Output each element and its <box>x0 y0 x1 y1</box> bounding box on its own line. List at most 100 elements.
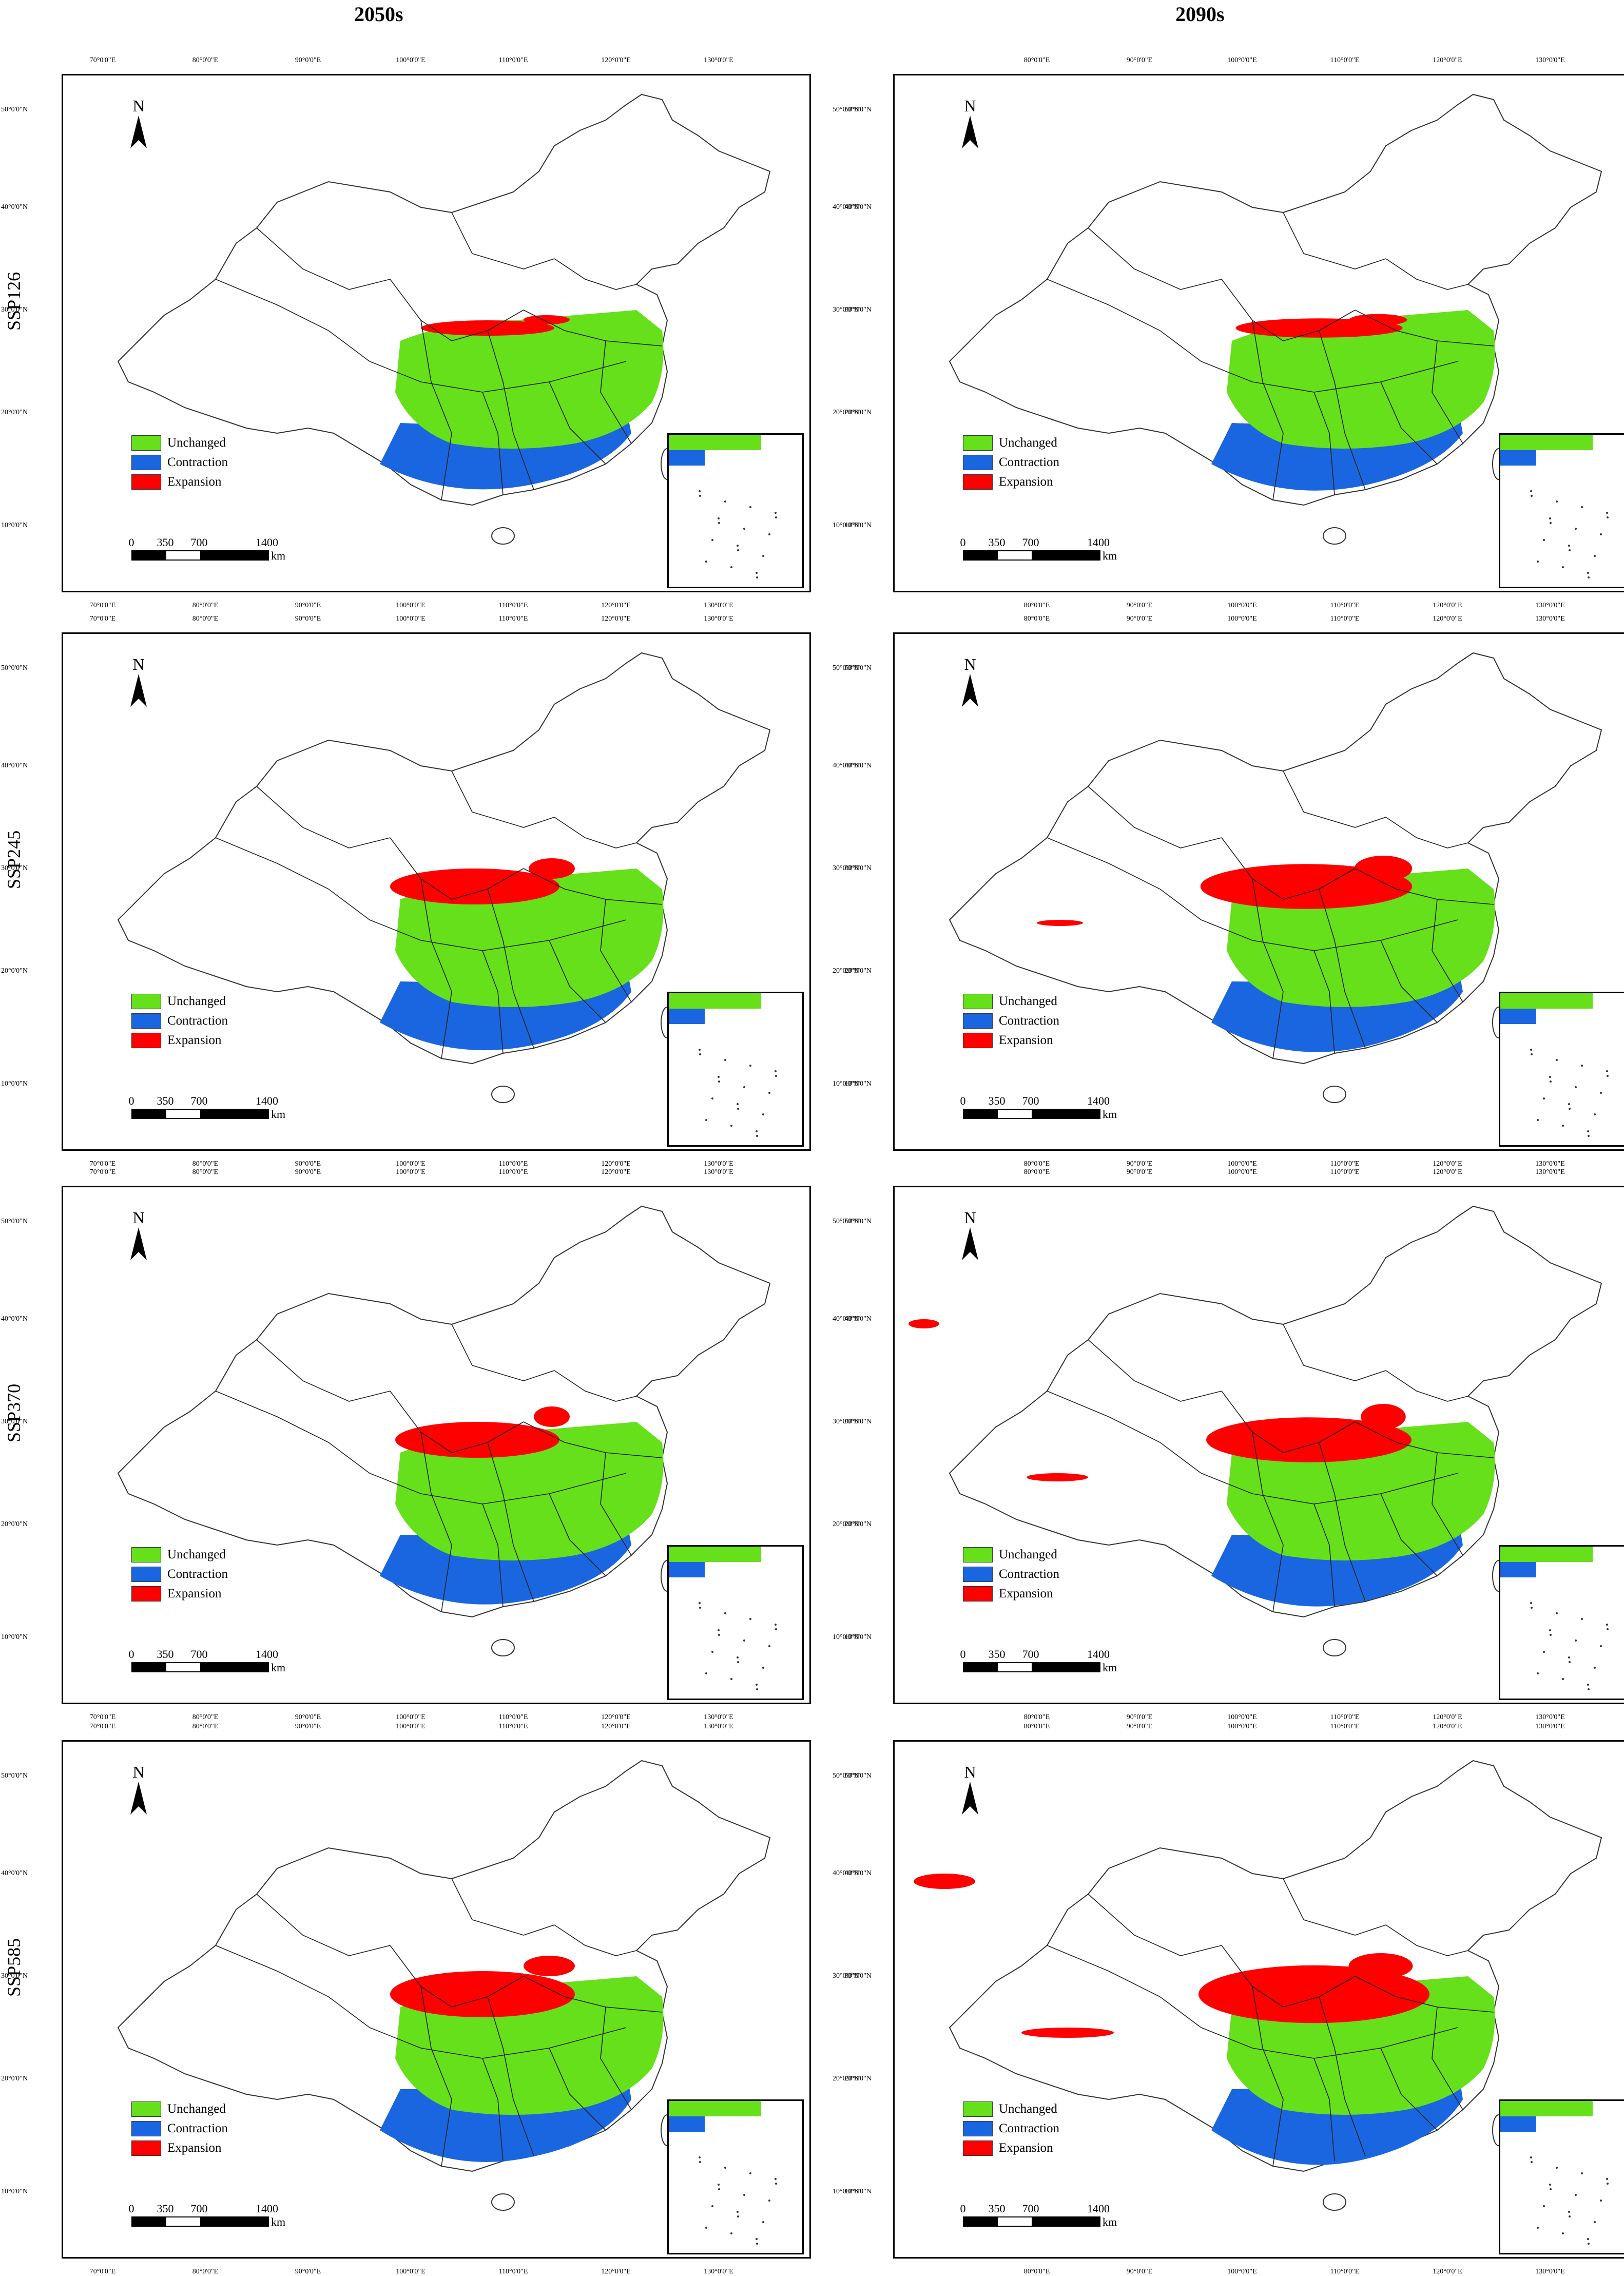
latitude-tick: 30°0'0"N <box>1 1972 28 1980</box>
longitude-tick: 100°0'0"E <box>396 1168 426 1176</box>
legend-item: Contraction <box>131 1011 228 1031</box>
legend-item: Expansion <box>131 2138 228 2158</box>
legend-label: Expansion <box>999 1033 1053 1047</box>
legend-item: Unchanged <box>131 1545 228 1565</box>
hainan-outline <box>1323 2193 1346 2211</box>
longitude-tick: 90°0'0"E <box>1126 602 1153 609</box>
north-arrow: N <box>123 1208 154 1264</box>
longitude-tick: 90°0'0"E <box>1126 1160 1153 1168</box>
longitude-tick: 80°0'0"E <box>192 602 219 609</box>
map-panel-ssp126-2050s: N Unchanged Contraction Expansion 0 350 700 140… <box>1 56 872 609</box>
province-boundary <box>420 1432 452 1612</box>
latitude-tick: 40°0'0"N <box>833 203 859 211</box>
province-boundary <box>1252 1986 1284 2167</box>
legend-swatch <box>131 994 161 1009</box>
province-boundary <box>1088 786 1222 848</box>
province-boundary <box>554 258 637 290</box>
legend-item: Unchanged <box>963 992 1059 1011</box>
longitude-tick: 110°0'0"E <box>498 602 528 609</box>
longitude-tick: 90°0'0"E <box>1126 615 1153 623</box>
longitude-tick: 70°0'0"E <box>89 1713 116 1721</box>
latitude-tick: 20°0'0"N <box>845 967 872 975</box>
longitude-tick: 110°0'0"E <box>498 615 528 623</box>
longitude-tick: 110°0'0"E <box>1330 1723 1360 1730</box>
latitude-tick: 50°0'0"N <box>833 1772 859 1780</box>
scale-bar: 0 350 700 1400 km <box>128 2202 286 2228</box>
hainan-outline <box>491 1086 515 1103</box>
legend-label: Expansion <box>167 475 222 489</box>
longitude-tick: 120°0'0"E <box>601 2268 631 2275</box>
expansion-area <box>534 1406 570 1427</box>
expansion-area <box>1206 1417 1412 1462</box>
longitude-tick: 120°0'0"E <box>601 615 631 623</box>
province-boundary <box>1319 1996 1366 2156</box>
longitude-tick: 90°0'0"E <box>295 1160 321 1168</box>
legend-swatch <box>963 2101 993 2117</box>
south-china-sea-inset <box>1499 433 1624 588</box>
longitude-tick: 110°0'0"E <box>498 1168 528 1176</box>
expansion-area <box>1349 314 1407 326</box>
map-canvas <box>914 1760 1602 2211</box>
longitude-tick: 130°0'0"E <box>704 56 733 64</box>
map-legend: Unchanged Contraction Expansion <box>131 992 228 1050</box>
latitude-tick: 30°0'0"N <box>833 1418 859 1425</box>
latitude-tick: 50°0'0"N <box>833 664 859 672</box>
latitude-tick: 10°0'0"N <box>1 1633 28 1641</box>
south-china-sea-inset <box>667 2099 804 2254</box>
latitude-tick: 40°0'0"N <box>833 1315 859 1323</box>
longitude-tick: 90°0'0"E <box>295 2268 321 2275</box>
longitude-tick: 100°0'0"E <box>1227 2268 1257 2275</box>
longitude-tick: 100°0'0"E <box>1227 615 1257 623</box>
legend-label: Unchanged <box>167 436 226 450</box>
map-panel-ssp245-2050s: N Unchanged Contraction Expansion 0 350 700 140… <box>1 615 872 1168</box>
legend-swatch <box>963 1567 993 1582</box>
north-arrow: N <box>123 1763 154 1818</box>
longitude-tick: 120°0'0"E <box>601 602 631 609</box>
latitude-tick: 40°0'0"N <box>845 1869 872 1877</box>
south-china-sea-inset <box>1499 1545 1624 1700</box>
province-boundary <box>451 770 555 828</box>
province-boundary <box>554 817 637 848</box>
longitude-tick: 100°0'0"E <box>1227 1168 1257 1176</box>
longitude-tick: 100°0'0"E <box>396 602 426 609</box>
latitude-tick: 50°0'0"N <box>845 1772 872 1780</box>
longitude-tick: 80°0'0"E <box>192 1168 219 1176</box>
province-boundary <box>523 1421 663 1458</box>
province-boundary <box>600 1452 632 1556</box>
legend-label: Contraction <box>167 455 228 469</box>
legend-item: Expansion <box>963 1031 1059 1050</box>
province-boundary <box>1252 1432 1284 1612</box>
legend-swatch <box>963 1033 993 1048</box>
latitude-tick: 20°0'0"N <box>833 1520 859 1528</box>
map-canvas <box>949 93 1602 545</box>
row-title-ssp126: SSP126 <box>4 272 24 331</box>
province-boundary <box>1221 1945 1356 2008</box>
province-boundary <box>549 1493 606 1576</box>
longitude-tick: 80°0'0"E <box>1023 1713 1050 1721</box>
longitude-tick: 130°0'0"E <box>704 1723 733 1730</box>
longitude-tick: 110°0'0"E <box>498 1160 528 1168</box>
longitude-tick: 90°0'0"E <box>295 1723 321 1730</box>
legend-label: Expansion <box>167 1033 222 1047</box>
province-boundary <box>1380 2048 1438 2131</box>
province-boundary <box>1319 1442 1366 1602</box>
legend-item: Expansion <box>131 472 228 492</box>
province-boundary <box>1380 940 1438 1023</box>
province-boundary <box>549 381 606 465</box>
latitude-tick: 40°0'0"N <box>845 762 872 769</box>
longitude-tick: 80°0'0"E <box>192 1723 219 1730</box>
longitude-tick: 70°0'0"E <box>89 1168 116 1176</box>
province-boundary <box>487 1996 534 2156</box>
province-boundary <box>1088 227 1222 290</box>
legend-swatch <box>963 1586 993 1602</box>
province-boundary <box>1313 2058 1335 2162</box>
expansion-area <box>390 1971 575 2017</box>
legend-swatch <box>963 435 993 451</box>
legend-item: Unchanged <box>131 433 228 453</box>
north-arrow: N <box>955 1208 985 1264</box>
expansion-area <box>1348 1953 1413 1979</box>
latitude-tick: 20°0'0"N <box>1 1520 28 1528</box>
province-boundary <box>487 1442 534 1602</box>
legend-item: Contraction <box>131 1565 228 1584</box>
longitude-tick: 120°0'0"E <box>1433 2268 1462 2275</box>
